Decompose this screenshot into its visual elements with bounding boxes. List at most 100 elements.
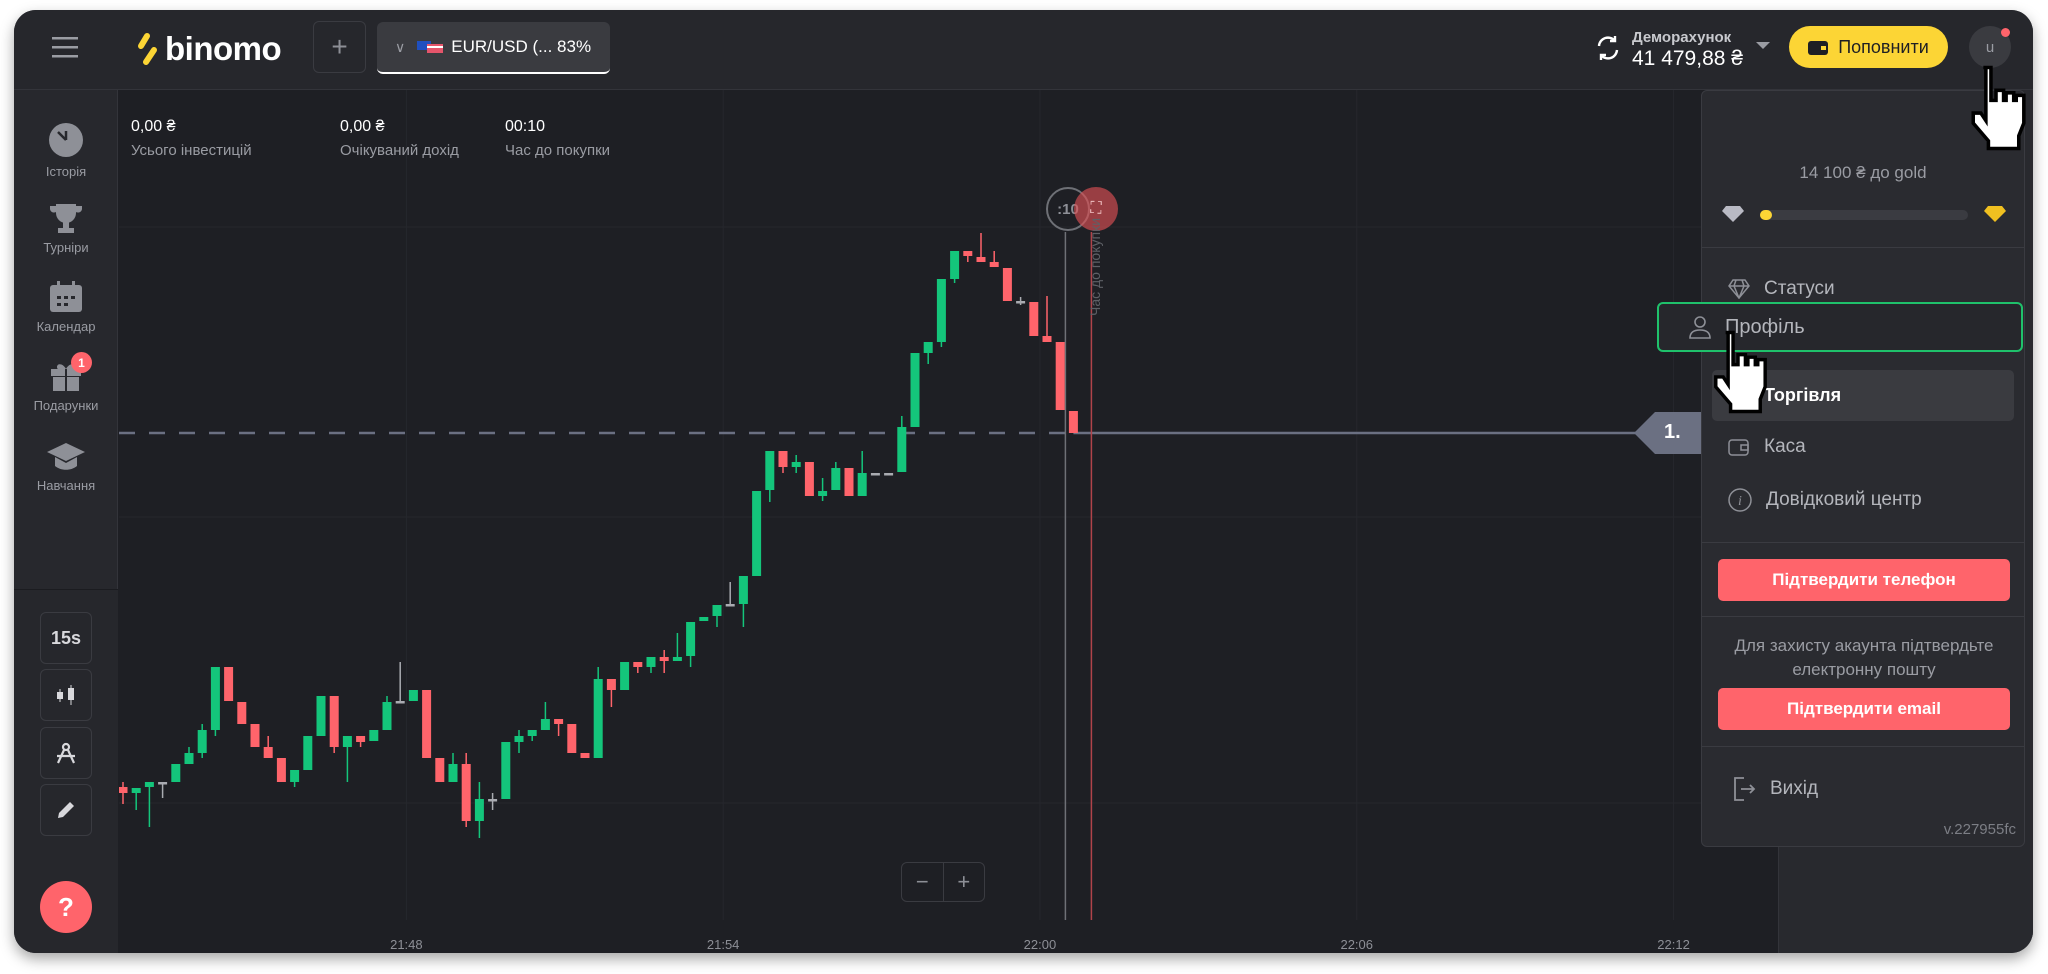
candle-body xyxy=(936,279,946,342)
account-type-label: Деморахунок xyxy=(1632,29,1732,46)
candle-body xyxy=(606,679,616,690)
app-window: binomo + ∨ EUR/USD (... 83% Деморахунок … xyxy=(14,10,2033,953)
candle-body xyxy=(831,468,841,490)
stat-value: 0,00 ₴ xyxy=(340,118,385,135)
time-tick-label: 21:54 xyxy=(706,937,740,952)
menu-divider xyxy=(1702,616,2024,617)
stat-label: Очікуваний дохід xyxy=(340,142,459,159)
menu-item-label: Торгівля xyxy=(1764,385,1842,405)
candle-body xyxy=(527,730,537,736)
menu-item-cashier[interactable]: Каса xyxy=(1702,427,2024,467)
candle-body xyxy=(923,342,933,353)
candle-body xyxy=(448,764,458,782)
silver-diamond-icon xyxy=(1722,206,1744,222)
menu-item-label: Вихід xyxy=(1770,778,1819,799)
sidebar-item-calendar[interactable]: Календар xyxy=(14,281,118,334)
sidebar-item-gifts[interactable]: Подарунки xyxy=(14,360,118,413)
logo[interactable]: binomo xyxy=(135,30,282,68)
candle-body xyxy=(738,576,748,604)
help-button[interactable]: ? xyxy=(40,881,92,933)
candle-body xyxy=(342,736,352,747)
candle-body xyxy=(488,799,498,802)
stat-expected-income: 0,00 ₴ Очікуваний дохід xyxy=(340,118,459,159)
gold-progress-text: 14 100 ₴ до gold xyxy=(1799,163,1927,182)
candle-body xyxy=(791,462,801,467)
account-switcher[interactable]: Деморахунок 41 479,88 ₴ xyxy=(1632,29,1743,71)
candle-body xyxy=(646,657,656,667)
menu-item-label: Каса xyxy=(1764,436,1806,457)
stat-label: Час до покупки xyxy=(505,142,611,159)
info-icon: i xyxy=(1728,488,1752,512)
chart-tools-panel: 15s ? xyxy=(14,589,118,953)
sidebar-item-history[interactable]: Історія xyxy=(14,122,118,179)
candle-body xyxy=(778,451,788,467)
sidebar-item-label: Історія xyxy=(45,164,87,179)
candle-body xyxy=(422,690,432,758)
candle-body xyxy=(158,782,168,785)
candle-body xyxy=(276,758,286,782)
candles-icon xyxy=(57,685,74,705)
plus-icon: + xyxy=(331,31,348,62)
indicators-button[interactable] xyxy=(40,727,92,779)
balance-value: 41 479,88 ₴ xyxy=(1632,47,1743,70)
sidebar-item-label: Турніри xyxy=(43,240,89,255)
candle-body xyxy=(633,662,643,667)
candle-body xyxy=(897,427,907,472)
asset-pair-label: EUR/USD (... 83% xyxy=(451,37,592,56)
candle-body xyxy=(1055,342,1065,410)
sidebar-item-education[interactable]: Навчання xyxy=(14,442,118,493)
chart-type-button[interactable] xyxy=(40,669,92,721)
confirm-email-button[interactable]: Підтвердити email xyxy=(1718,688,2010,730)
stat-time-to-purchase: 00:10 Час до покупки xyxy=(505,118,610,159)
menu-item-statuses[interactable]: Статуси xyxy=(1702,269,2024,309)
candle-body xyxy=(672,657,682,661)
candle-body xyxy=(963,251,973,256)
candle-body xyxy=(316,696,326,736)
zoom-in-button[interactable]: + xyxy=(957,869,971,894)
candle-body xyxy=(184,753,194,764)
deposit-button[interactable]: Поповнити xyxy=(1789,26,1948,68)
candle-body xyxy=(659,657,669,661)
menu-item-profile[interactable]: Профіль xyxy=(1657,302,2023,352)
refresh-icon[interactable] xyxy=(1594,34,1622,67)
candle-body xyxy=(712,605,722,616)
asset-tab-eurusd[interactable]: ∨ EUR/USD (... 83% xyxy=(377,22,610,74)
confirm-phone-button[interactable]: Підтвердити телефон xyxy=(1718,559,2010,601)
sidebar-item-tournaments[interactable]: Турніри xyxy=(14,202,118,255)
price-chart[interactable] xyxy=(119,90,1778,953)
zoom-out-button[interactable]: − xyxy=(902,863,944,901)
hamburger-menu-icon[interactable] xyxy=(52,36,78,63)
gold-diamond-icon xyxy=(1984,206,2006,222)
menu-item-logout[interactable]: Вихід xyxy=(1702,769,2024,809)
chevron-down-icon: ∨ xyxy=(395,38,406,55)
drawing-button[interactable] xyxy=(40,784,92,836)
timeframe-button[interactable]: 15s xyxy=(40,612,92,664)
add-asset-button[interactable]: + xyxy=(313,21,366,73)
caret-down-icon[interactable] xyxy=(1756,42,1770,49)
notification-dot xyxy=(2001,28,2010,37)
candle-body xyxy=(435,758,445,782)
menu-item-help-center[interactable]: i Довідковий центр xyxy=(1702,480,2024,520)
gift-icon xyxy=(51,364,81,391)
logo-text: binomo xyxy=(165,30,282,67)
top-bar: binomo + ∨ EUR/USD (... 83% Деморахунок … xyxy=(14,10,2033,90)
candle-body xyxy=(303,736,313,770)
candle-body xyxy=(540,719,550,730)
candle-body xyxy=(474,799,484,821)
candle-body xyxy=(131,788,141,793)
candle-body xyxy=(290,770,300,782)
candle-body xyxy=(804,462,814,496)
left-sidebar: Історія Турніри Календар Подарунки 1 Нав… xyxy=(14,90,118,953)
candle-body xyxy=(237,702,247,724)
candle-body xyxy=(884,473,894,476)
candle-body xyxy=(910,353,920,427)
candle-body xyxy=(950,251,960,279)
candle-body xyxy=(686,622,696,656)
pencil-icon xyxy=(58,802,74,818)
clock-icon xyxy=(49,123,83,157)
time-tick-label: 22:06 xyxy=(1340,937,1374,952)
time-tick-label: 22:00 xyxy=(1023,937,1057,952)
purchase-line-label: Час до покупки xyxy=(1087,217,1103,316)
svg-text:i: i xyxy=(1738,494,1742,509)
wallet-icon xyxy=(1728,439,1749,456)
